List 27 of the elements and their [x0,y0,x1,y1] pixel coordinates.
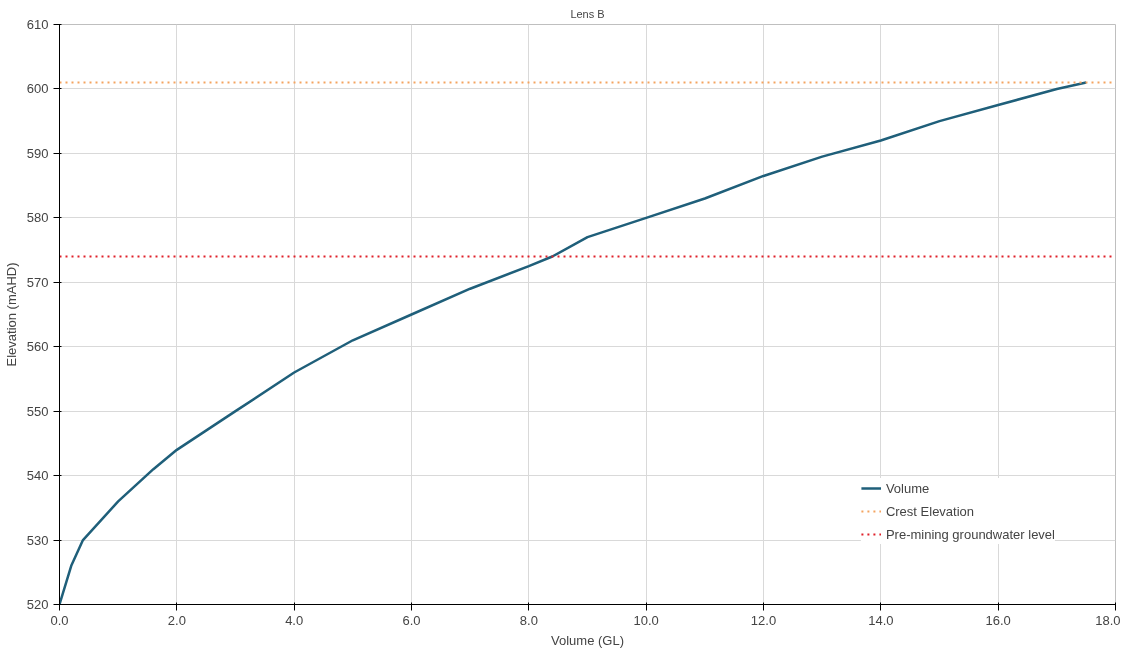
line-series [59,81,1088,605]
x-axis-title: Volume (GL) [551,632,624,648]
x-tick-label: 12.0 [750,612,777,628]
y-tick-label: 530 [26,532,49,548]
legend-label: Volume [885,480,930,496]
y-axis-title: Elevation (mAHD) [3,262,19,367]
x-tick-label: 4.0 [285,612,304,628]
y-tick-label: 550 [26,403,49,419]
y-tick-label: 560 [26,339,49,355]
y-tick-label: 610 [26,17,49,32]
x-tick-label: 14.0 [868,612,894,628]
y-tick-label: 520 [26,597,49,612]
x-tick-label: 2.0 [167,612,186,628]
x-tick-label: 18.0 [1095,612,1121,628]
x-tick-label: 6.0 [402,612,421,628]
x-tick-label: 8.0 [519,612,538,628]
x-tick-label: 10.0 [633,612,659,628]
legend-label: Crest Elevation [885,503,975,519]
x-tick-label: 16.0 [985,612,1011,628]
y-tick-label: 570 [26,274,49,290]
y-tick-label: 580 [26,210,49,226]
y-tick-label: 590 [26,145,49,161]
x-tick-label: 0.0 [50,612,69,628]
legend-label: Pre-mining groundwater level [885,526,1055,542]
y-tick-label: 600 [26,81,49,97]
chart-title: Lens B [570,7,605,20]
y-tick-label: 540 [26,468,49,484]
